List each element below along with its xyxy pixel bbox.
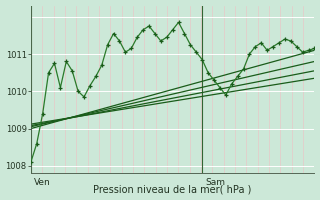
Text: Sam: Sam: [205, 178, 225, 187]
Text: Ven: Ven: [34, 178, 51, 187]
X-axis label: Pression niveau de la mer( hPa ): Pression niveau de la mer( hPa ): [93, 184, 252, 194]
